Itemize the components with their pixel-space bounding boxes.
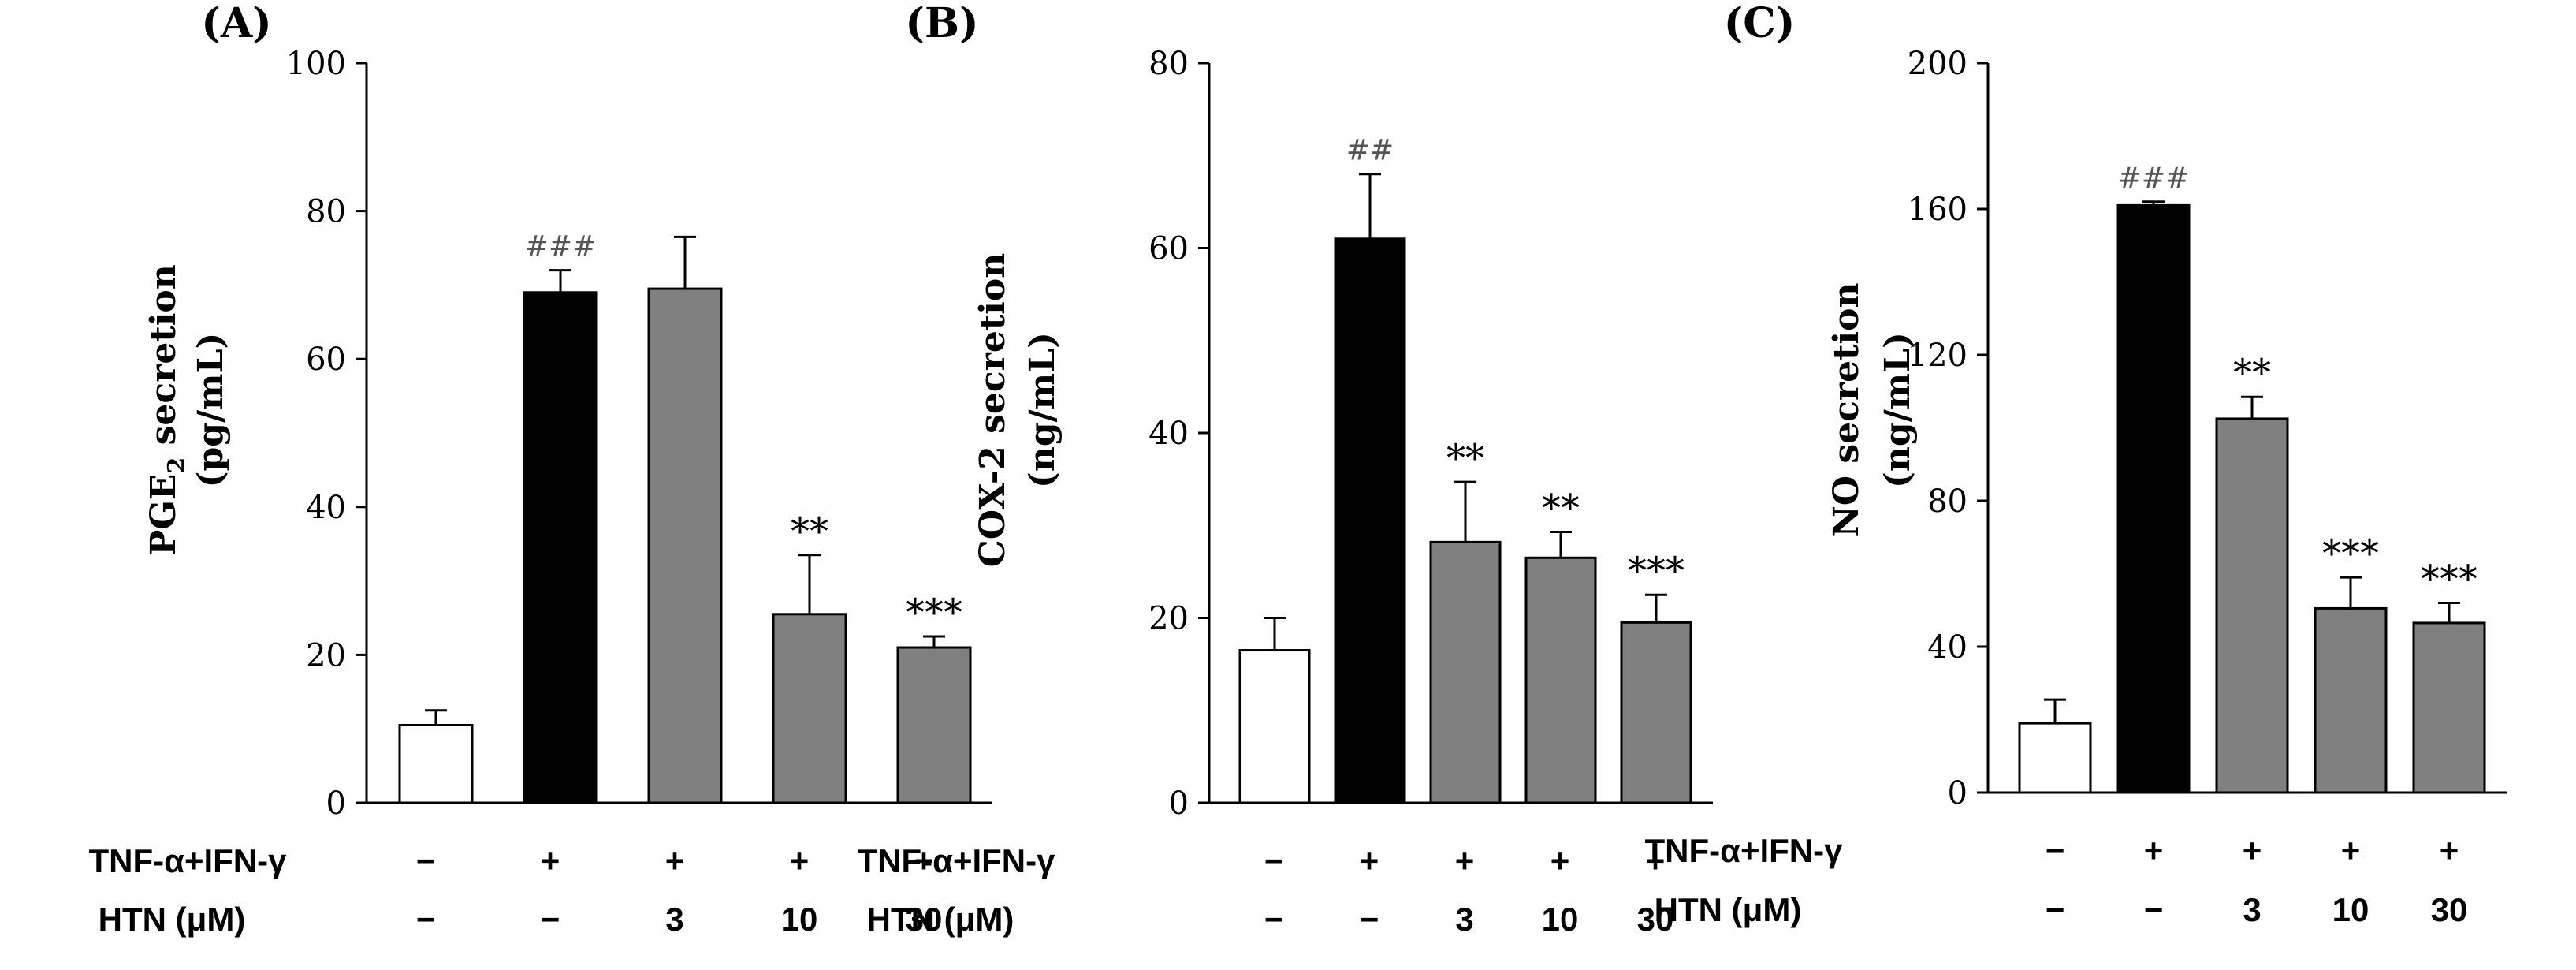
y-tick-label: 60 <box>1148 231 1189 267</box>
treatment-cell: + <box>1455 842 1475 879</box>
treatment-cell: − <box>1264 842 1284 879</box>
treatment-cell: + <box>541 842 560 879</box>
panel-label: (B) <box>905 0 978 47</box>
row-label-treatment: TNF-α+IFN-γ <box>1645 832 1844 869</box>
panel-label: (C) <box>1724 0 1796 47</box>
row-label-treatment: TNF-α+IFN-γ <box>89 842 288 879</box>
bar <box>647 287 723 804</box>
significance-label: ### <box>525 231 597 263</box>
y-tick-label: 20 <box>306 637 346 673</box>
y-axis-title-main: PGE <box>143 474 184 556</box>
y-axis-title-unit: (ng/mL) <box>1878 332 1918 488</box>
y-tick-label: 80 <box>1927 483 1967 520</box>
row-label-dose: HTN (μM) <box>867 901 1014 938</box>
treatment-cell: + <box>790 842 810 879</box>
dose-cell: − <box>416 901 436 938</box>
dose-cell: 3 <box>665 901 683 938</box>
chart-panel-a: (A) 0 20 40 60 80 100 PGE2 secretion (pg/mL) ### *… <box>89 0 992 938</box>
y-tick-label: 60 <box>306 341 346 378</box>
bar <box>896 646 972 804</box>
bar <box>2215 417 2289 794</box>
y-axis-title: COX-2 secretion <box>973 253 1013 567</box>
bar <box>398 724 474 804</box>
treatment-cell: + <box>1550 842 1570 879</box>
significance-label: *** <box>1628 549 1684 593</box>
significance-label: ** <box>1446 436 1484 480</box>
row-label-treatment: TNF-α+IFN-γ <box>858 842 1056 879</box>
bar <box>2314 606 2388 794</box>
bar <box>772 613 847 804</box>
y-axis-title-unit: (ng/mL) <box>1022 332 1063 488</box>
chart-panel-c: (C) 0 40 80 120 160 200 NO secretion (ng/mL) ### *… <box>1645 0 2507 928</box>
significance-label: ** <box>1542 486 1580 530</box>
panel-label: (A) <box>201 0 272 47</box>
significance-label: ** <box>791 509 828 554</box>
bar <box>1238 649 1311 804</box>
y-tick-label: 0 <box>1169 785 1189 822</box>
dose-cell: 10 <box>1542 901 1579 938</box>
y-tick-label: 40 <box>1148 416 1189 452</box>
y-tick-label: 80 <box>1148 46 1189 82</box>
treatment-cell: − <box>2046 832 2065 869</box>
y-tick-label: 40 <box>306 490 346 526</box>
treatment-cell: + <box>1360 842 1379 879</box>
treatment-cell: + <box>2243 832 2262 869</box>
y-tick-label: 40 <box>1927 629 1967 666</box>
dose-cell: − <box>541 901 560 938</box>
bar <box>1429 540 1502 804</box>
significance-label: ** <box>2233 351 2271 395</box>
significance-label: *** <box>2421 558 2477 602</box>
significance-label: *** <box>2322 532 2379 576</box>
bar <box>523 291 598 804</box>
y-tick-label: 0 <box>326 785 346 822</box>
y-tick-label: 160 <box>1908 192 1967 228</box>
dose-cell: 30 <box>1637 901 1674 938</box>
dose-cell: 30 <box>906 901 943 938</box>
treatment-cell: + <box>2144 832 2164 869</box>
dose-cell: − <box>2144 891 2164 928</box>
dose-cell: 10 <box>2332 891 2369 928</box>
y-axis-title-main: COX-2 secretion <box>973 253 1013 567</box>
dose-cell: − <box>1360 901 1379 938</box>
bar <box>1524 556 1597 804</box>
y-tick-label: 200 <box>1908 46 1967 82</box>
y-axis-title: PGE2 secretion <box>143 264 191 556</box>
significance-label: ### <box>2118 162 2190 195</box>
y-tick-label: 0 <box>1948 775 1967 811</box>
y-axis-title-main: NO secretion <box>1826 283 1867 538</box>
row-label-dose: HTN (μM) <box>99 901 246 938</box>
y-tick-label: 120 <box>1908 338 1967 374</box>
treatment-cell: + <box>1646 842 1666 879</box>
bar <box>1620 621 1692 804</box>
significance-label: *** <box>906 591 962 635</box>
y-axis-title-unit: (pg/mL) <box>191 333 231 488</box>
row-label-dose: HTN (μM) <box>1655 891 1802 928</box>
dose-cell: − <box>1264 901 1284 938</box>
treatment-cell: + <box>2440 832 2459 869</box>
significance-label: ## <box>1346 135 1394 167</box>
dose-cell: 3 <box>2243 891 2261 928</box>
dose-cell: 3 <box>1455 901 1473 938</box>
y-axis-title: NO secretion <box>1826 283 1867 538</box>
y-tick-label: 80 <box>306 194 346 230</box>
y-tick-label: 20 <box>1148 601 1189 637</box>
treatment-cell: + <box>2341 832 2361 869</box>
bar <box>2018 722 2092 794</box>
bar <box>2412 621 2486 794</box>
dose-cell: − <box>2046 891 2065 928</box>
bar <box>2116 203 2191 794</box>
y-axis-title-rest: secretion <box>143 264 184 457</box>
y-tick-label: 100 <box>286 46 346 82</box>
treatment-cell: + <box>914 842 934 879</box>
dose-cell: 30 <box>2431 891 2468 928</box>
y-axis-title-subscript: 2 <box>163 457 191 474</box>
dose-cell: 10 <box>781 901 818 938</box>
treatment-cell: − <box>416 842 436 879</box>
treatment-cell: + <box>665 842 685 879</box>
bar <box>1334 237 1406 804</box>
